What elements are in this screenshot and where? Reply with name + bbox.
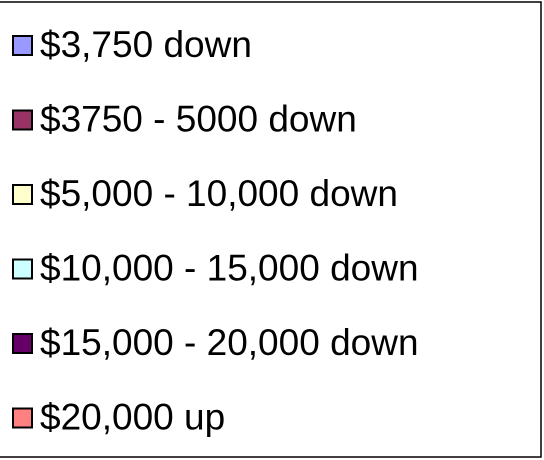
legend-swatch <box>12 407 33 429</box>
legend-label: $15,000 - 20,000 down <box>40 322 419 363</box>
legend-label: $10,000 - 15,000 down <box>40 247 419 288</box>
legend-swatch <box>12 184 33 205</box>
legend-swatch <box>12 109 33 131</box>
legend-label: $3,750 down <box>40 24 252 65</box>
legend-label: $3750 - 5000 down <box>40 98 357 139</box>
legend-label: $20,000 up <box>40 396 225 437</box>
legend-label: $5,000 - 10,000 down <box>40 173 398 214</box>
legend-swatch <box>12 35 33 56</box>
legend-swatch <box>12 333 33 354</box>
legend-swatch <box>12 258 33 280</box>
